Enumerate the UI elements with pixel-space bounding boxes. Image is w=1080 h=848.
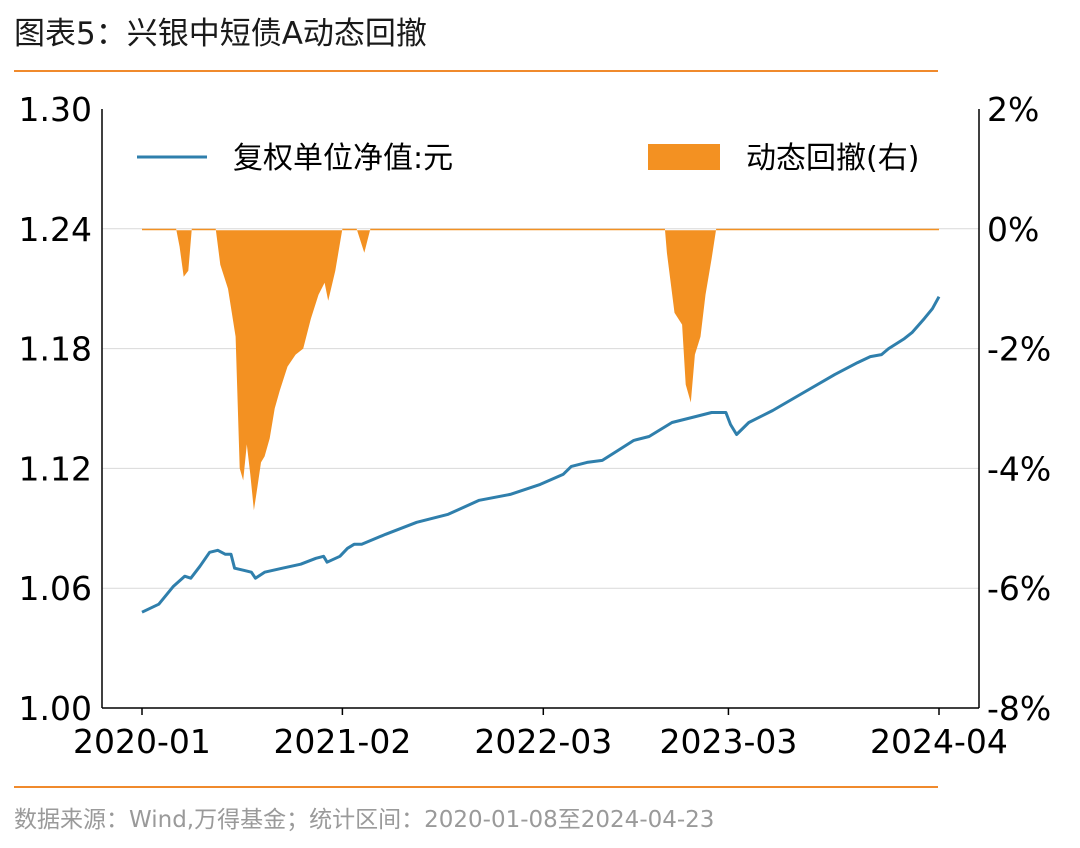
y-left-tick-label: 1.24: [19, 210, 92, 249]
x-tick-label: 2023-03: [659, 722, 797, 761]
top-divider: [14, 70, 938, 72]
y-left-tick-label: 1.12: [19, 449, 92, 488]
page-title: 图表5：兴银中短债A动态回撤: [14, 16, 427, 52]
tick-labels: 1.00 -8% 1.06 -6% 1.12 -4% 1.18 -2% 1.24 0% 1.30 2%…: [19, 90, 1052, 761]
drawdown-chart: 1.00 -8% 1.06 -6% 1.12 -4% 1.18 -2% 1.24 0% 1.30 2%…: [19, 90, 1052, 761]
y-left-tick-label: 1.00: [19, 689, 92, 728]
nav-line: [141, 295, 941, 614]
axes: [101, 109, 980, 715]
y-right-tick-label: -2%: [987, 330, 1051, 369]
x-tick-label: 2021-02: [273, 722, 411, 761]
x-tick-label: 2024-04: [870, 722, 1008, 761]
x-tick-label: 2022-03: [474, 722, 612, 761]
drawdown-area: [142, 228, 939, 511]
legend-area-swatch: [648, 144, 720, 170]
legend: 复权单位净值:元 动态回撤(右): [137, 141, 919, 176]
y-right-tick-label: -8%: [987, 689, 1051, 728]
y-left-tick-label: 1.06: [19, 569, 92, 608]
legend-label-drawdown: 动态回撤(右): [746, 141, 919, 176]
legend-label-nav: 复权单位净值:元: [233, 141, 453, 176]
y-right-tick-label: 2%: [987, 90, 1039, 129]
source-note: 数据来源：Wind,万得基金；统计区间：2020-01-08至2024-04-2…: [14, 807, 715, 833]
y-left-tick-label: 1.18: [19, 330, 92, 369]
y-right-tick-label: -4%: [987, 449, 1051, 488]
bottom-divider: [14, 786, 938, 788]
y-right-tick-label: -6%: [987, 569, 1051, 608]
x-tick-label: 2020-01: [73, 722, 211, 761]
y-left-tick-label: 1.30: [19, 90, 92, 129]
y-right-tick-label: 0%: [987, 210, 1039, 249]
